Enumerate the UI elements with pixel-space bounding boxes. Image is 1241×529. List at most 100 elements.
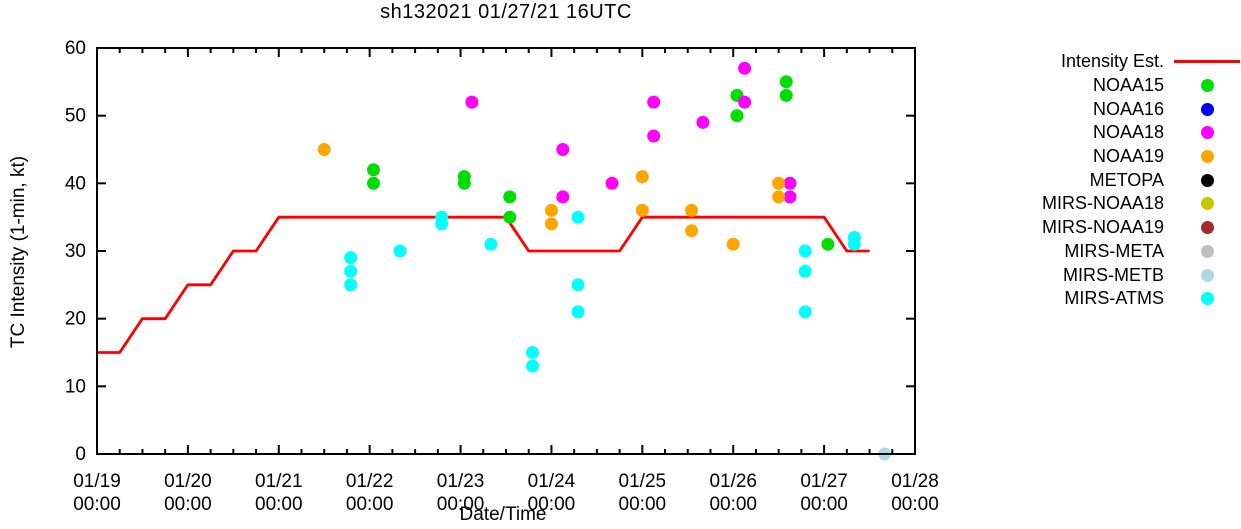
noaa19-point xyxy=(544,217,558,231)
mirs-atms-point xyxy=(344,278,358,292)
y-tick-label: 60 xyxy=(65,38,86,59)
legend-dot-sample xyxy=(1173,126,1241,140)
mirs-atms-point xyxy=(571,305,585,319)
x-axis-label: Date/Time xyxy=(459,504,547,525)
legend-item-intensity-est: Intensity Est. xyxy=(1042,50,1241,74)
dot-swatch xyxy=(1200,173,1214,187)
legend-label: NOAA19 xyxy=(1092,146,1164,167)
legend-label: NOAA15 xyxy=(1092,75,1164,96)
x-tick-date-label: 01/28 xyxy=(891,471,939,492)
noaa19-point xyxy=(726,237,740,251)
legend-dot-sample xyxy=(1173,292,1241,306)
legend-item-noaa18: NOAA18 xyxy=(1042,121,1241,145)
noaa19-point xyxy=(635,203,649,217)
noaa19-point xyxy=(685,203,699,217)
x-tick-time-label: 00:00 xyxy=(255,494,303,515)
legend-item-noaa19: NOAA19 xyxy=(1042,145,1241,169)
legend-label: MIRS-META xyxy=(1064,240,1164,261)
noaa15-point xyxy=(779,88,793,102)
mirs-atms-point xyxy=(526,359,539,373)
noaa15-point xyxy=(367,163,380,177)
mirs-atms-point xyxy=(798,244,812,258)
noaa18-point xyxy=(605,176,619,190)
dot-swatch xyxy=(1200,292,1214,306)
x-tick-time-label: 00:00 xyxy=(891,494,939,515)
noaa15-point xyxy=(779,75,793,89)
x-tick-date-label: 01/26 xyxy=(709,471,757,492)
dot-swatch xyxy=(1200,197,1214,211)
legend-item-mirs-metb: MIRS-METB xyxy=(1042,263,1241,287)
legend-label: NOAA16 xyxy=(1092,98,1164,119)
mirs-atms-point xyxy=(435,217,449,231)
noaa18-point xyxy=(465,95,479,109)
noaa19-point xyxy=(685,224,699,238)
x-tick-time-label: 00:00 xyxy=(800,494,848,515)
legend-label: MIRS-NOAA19 xyxy=(1041,217,1164,238)
noaa18-point xyxy=(647,129,661,143)
noaa19-point xyxy=(317,143,331,156)
legend-dot-sample xyxy=(1173,221,1241,235)
noaa18-point xyxy=(783,176,797,190)
dot-swatch xyxy=(1200,79,1214,93)
noaa18-point xyxy=(738,95,752,109)
mirs-atms-point xyxy=(798,264,812,278)
legend-item-noaa15: NOAA15 xyxy=(1042,74,1241,98)
x-tick-date-label: 01/23 xyxy=(437,471,485,492)
legend-item-mirs-atms: MIRS-ATMS xyxy=(1042,287,1241,311)
legend: Intensity Est. NOAA15 NOAA16 NOAA18 NOAA19 ME… xyxy=(1042,50,1241,311)
legend-item-mirs-meta: MIRS-META xyxy=(1042,240,1241,264)
mirs-atms-point xyxy=(484,237,498,251)
x-tick-time-label: 00:00 xyxy=(346,494,394,515)
dot-swatch xyxy=(1200,221,1214,235)
legend-dot-sample xyxy=(1173,173,1241,187)
noaa18-point xyxy=(783,190,797,204)
plot-frame xyxy=(96,47,916,455)
y-tick-label: 0 xyxy=(75,444,86,465)
x-tick-time-label: 00:00 xyxy=(73,494,121,515)
line-swatch xyxy=(1174,60,1240,64)
dot-swatch xyxy=(1200,102,1214,116)
noaa19-point xyxy=(635,170,649,184)
noaa19-point xyxy=(772,176,786,190)
mirs-atms-point xyxy=(571,278,585,292)
noaa15-point xyxy=(457,176,471,190)
x-tick-date-label: 01/21 xyxy=(255,471,303,492)
noaa18-point xyxy=(556,190,570,204)
x-tick-time-label: 00:00 xyxy=(164,494,212,515)
noaa19-point xyxy=(772,190,786,204)
mirs-atms-point xyxy=(526,346,539,359)
x-tick-date-label: 01/19 xyxy=(73,471,121,492)
legend-label: Intensity Est. xyxy=(1060,51,1164,72)
noaa18-point xyxy=(696,115,710,129)
legend-line-sample xyxy=(1173,60,1241,64)
x-tick-time-label: 00:00 xyxy=(437,494,485,515)
noaa18-point xyxy=(647,95,661,109)
dot-swatch xyxy=(1200,244,1214,258)
x-tick-time-label: 00:00 xyxy=(528,494,576,515)
noaa18-point xyxy=(738,61,752,75)
dot-swatch xyxy=(1200,268,1214,282)
x-tick-date-label: 01/24 xyxy=(528,471,576,492)
legend-item-mirs-noaa18: MIRS-NOAA18 xyxy=(1042,192,1241,216)
y-tick-label: 50 xyxy=(65,106,86,127)
mirs-atms-point xyxy=(847,237,861,251)
legend-label: NOAA18 xyxy=(1092,122,1164,143)
legend-label: MIRS-ATMS xyxy=(1064,288,1164,309)
legend-dot-sample xyxy=(1173,79,1241,93)
noaa15-point xyxy=(503,210,517,224)
x-tick-time-label: 00:00 xyxy=(619,494,667,515)
x-tick-date-label: 01/25 xyxy=(619,471,667,492)
legend-dot-sample xyxy=(1173,268,1241,282)
legend-dot-sample xyxy=(1173,150,1241,164)
legend-dot-sample xyxy=(1173,197,1241,211)
y-tick-label: 30 xyxy=(65,241,86,262)
mirs-atms-point xyxy=(393,244,407,258)
noaa19-point xyxy=(544,203,558,217)
y-tick-label: 10 xyxy=(65,376,86,397)
x-tick-date-label: 01/27 xyxy=(800,471,848,492)
legend-item-mirs-noaa19: MIRS-NOAA19 xyxy=(1042,216,1241,240)
legend-dot-sample xyxy=(1173,102,1241,116)
noaa15-point xyxy=(503,190,517,204)
noaa15-point xyxy=(367,176,380,190)
mirs-atms-point xyxy=(344,251,358,265)
